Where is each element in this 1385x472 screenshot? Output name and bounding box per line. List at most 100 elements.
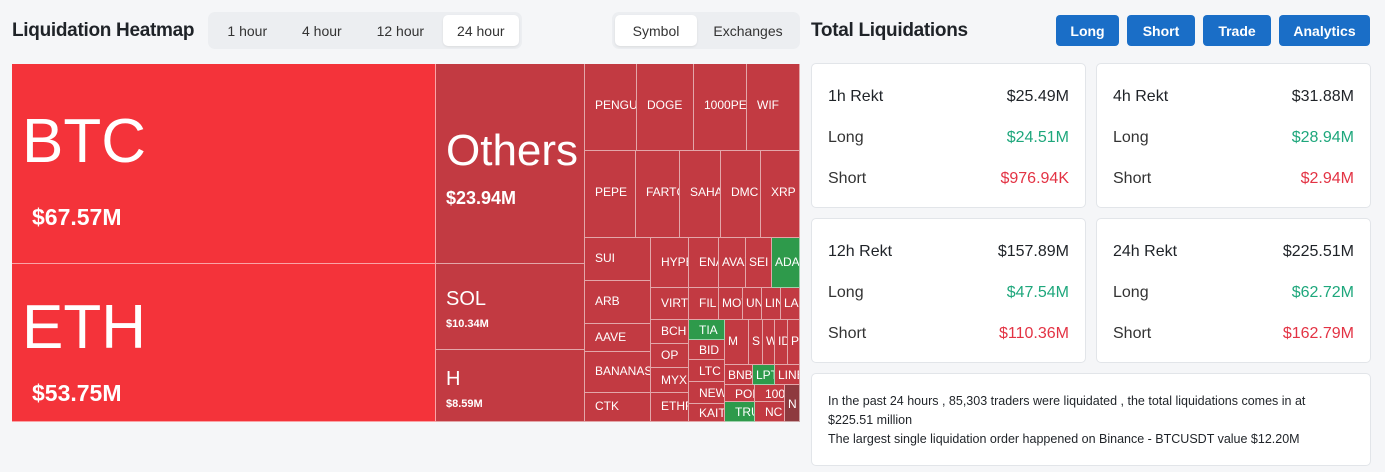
tile-eth-symbol: ETH (22, 293, 146, 362)
timeframe-24h[interactable]: 24 hour (442, 15, 520, 46)
stats-long-value: $62.72M (1291, 284, 1354, 301)
tile-sol[interactable]: SOL $10.34M (436, 264, 585, 350)
tile-sol-symbol: SOL (446, 288, 487, 310)
tile-w[interactable]: W (763, 320, 775, 365)
tile-symbol: XRP (771, 185, 796, 199)
tile-arb[interactable]: ARB (585, 281, 651, 324)
tile-symbol: MYX (661, 373, 688, 387)
tile-eth[interactable]: ETH $53.75M (12, 264, 436, 422)
timeframe-4h[interactable]: 4 hour (301, 22, 342, 39)
tile-others-symbol: Others (446, 126, 579, 175)
tile-sahara[interactable]: SAHARA (680, 151, 721, 238)
stats-short-label: Short (828, 325, 867, 342)
tile-others[interactable]: Others $23.94M (436, 64, 585, 264)
tile-1000bonk[interactable]: 1000BONK (755, 385, 785, 402)
tile-move[interactable]: MOVE (719, 288, 743, 320)
tile-1000pepe[interactable]: 1000PEPE (694, 64, 747, 151)
tile-trump[interactable]: TRUMP (725, 402, 755, 422)
tile-xrp[interactable]: XRP (761, 151, 800, 238)
tile-h[interactable]: H $8.59M (436, 350, 585, 422)
tile-symbol: LA (784, 296, 799, 310)
heatmap-title: Liquidation Heatmap (12, 20, 195, 41)
tile-kaito[interactable]: KAITO (689, 404, 725, 422)
view-selector: Symbol Exchanges (612, 12, 800, 49)
tile-symbol: W (766, 334, 774, 348)
view-exchanges[interactable]: Exchanges (713, 22, 783, 39)
tile-ctk[interactable]: CTK (585, 393, 651, 422)
summary-line-1: In the past 24 hours , 85,303 traders we… (828, 394, 1306, 427)
tile-bananas31[interactable]: BANANAS31 (585, 352, 651, 393)
analytics-button[interactable]: Analytics (1279, 15, 1370, 46)
tile-symbol: SUI (595, 251, 616, 265)
tile-ethfi[interactable]: ETHFI (651, 393, 689, 422)
stats-row: 24h Rekt $225.51M (1113, 243, 1354, 261)
tile-wif[interactable]: WIF (747, 64, 800, 151)
tile-symbol: VIRTUAL (661, 296, 689, 310)
tile-bid[interactable]: BID (689, 340, 725, 360)
view-symbol[interactable]: Symbol (615, 15, 697, 46)
trade-button[interactable]: Trade (1203, 15, 1271, 46)
tile-symbol: BCH (661, 324, 687, 338)
tile-link[interactable]: LINK (762, 288, 781, 320)
tile-doge[interactable]: DOGE (637, 64, 694, 151)
tile-bnb[interactable]: BNB (725, 365, 753, 385)
tile-symbol: P (791, 334, 800, 348)
tile-lpt[interactable]: LPT (753, 365, 775, 385)
tile-nc[interactable]: NC (755, 402, 785, 422)
stats-total: $157.89M (997, 243, 1069, 260)
tile-myx[interactable]: MYX (651, 368, 689, 393)
tile-newt[interactable]: NEWT (689, 382, 725, 404)
stats-short-label: Short (1113, 325, 1152, 342)
tile-symbol: BID (699, 343, 720, 357)
tile-linea[interactable]: LINEA (775, 365, 800, 385)
stats-row: 12h Rekt $157.89M (828, 243, 1069, 261)
tile-symbol: AVAX (722, 255, 745, 269)
tile-n[interactable]: N (785, 385, 800, 422)
tile-id[interactable]: ID (775, 320, 788, 365)
tile-aave[interactable]: AAVE (585, 324, 651, 352)
tile-bch[interactable]: BCH (651, 320, 689, 344)
tile-symbol: LTC (699, 364, 721, 378)
tile-symbol: 1000PEPE (704, 98, 747, 112)
tile-others-value: $23.94M (446, 188, 517, 208)
tile-m[interactable]: M (725, 320, 749, 365)
tile-pengu[interactable]: PENGU (585, 64, 637, 151)
tile-symbol: 1000BONK (765, 387, 785, 401)
tile-fartcoin[interactable]: FARTCOIN (636, 151, 680, 238)
tile-symbol: FARTCOIN (646, 185, 679, 199)
tile-uni[interactable]: UNI (743, 288, 762, 320)
tile-avax[interactable]: AVAX (719, 238, 746, 288)
tile-tia[interactable]: TIA (689, 320, 725, 340)
tile-ada[interactable]: ADA (772, 238, 800, 288)
stats-row: 4h Rekt $31.88M (1113, 88, 1354, 106)
timeframe-12h[interactable]: 12 hour (376, 22, 425, 39)
stats-row: Short $110.36M (828, 325, 1069, 343)
tile-fil[interactable]: FIL (689, 288, 719, 320)
tile-p[interactable]: P (788, 320, 800, 365)
stats-title: 1h Rekt (828, 88, 884, 105)
tile-popcat[interactable]: POPCAT (725, 385, 755, 402)
tile-la[interactable]: LA (781, 288, 800, 320)
stats-long-label: Long (828, 284, 864, 301)
stats-row: Long $47.54M (828, 284, 1069, 302)
tile-sui[interactable]: SUI (585, 238, 651, 281)
tile-btc[interactable]: BTC $67.57M (12, 64, 436, 264)
tile-op[interactable]: OP (651, 344, 689, 368)
timeframe-1h[interactable]: 1 hour (227, 22, 268, 39)
stats-title: 24h Rekt (1113, 243, 1178, 260)
tile-symbol: LPT (756, 368, 774, 382)
tile-sei[interactable]: SEI (746, 238, 772, 288)
summary-line-2: The largest single liquidation order hap… (828, 432, 1300, 446)
tile-btc-value: $67.57M (32, 204, 122, 230)
long-button[interactable]: Long (1056, 15, 1119, 46)
tile-virtual[interactable]: VIRTUAL (651, 288, 689, 320)
tile-s[interactable]: S (749, 320, 763, 365)
tile-dmc[interactable]: DMC (721, 151, 761, 238)
tile-pepe[interactable]: PEPE (585, 151, 636, 238)
short-button[interactable]: Short (1127, 15, 1195, 46)
tile-ena[interactable]: ENA (689, 238, 719, 288)
tile-ltc[interactable]: LTC (689, 360, 725, 382)
tile-symbol: ENA (699, 255, 718, 269)
